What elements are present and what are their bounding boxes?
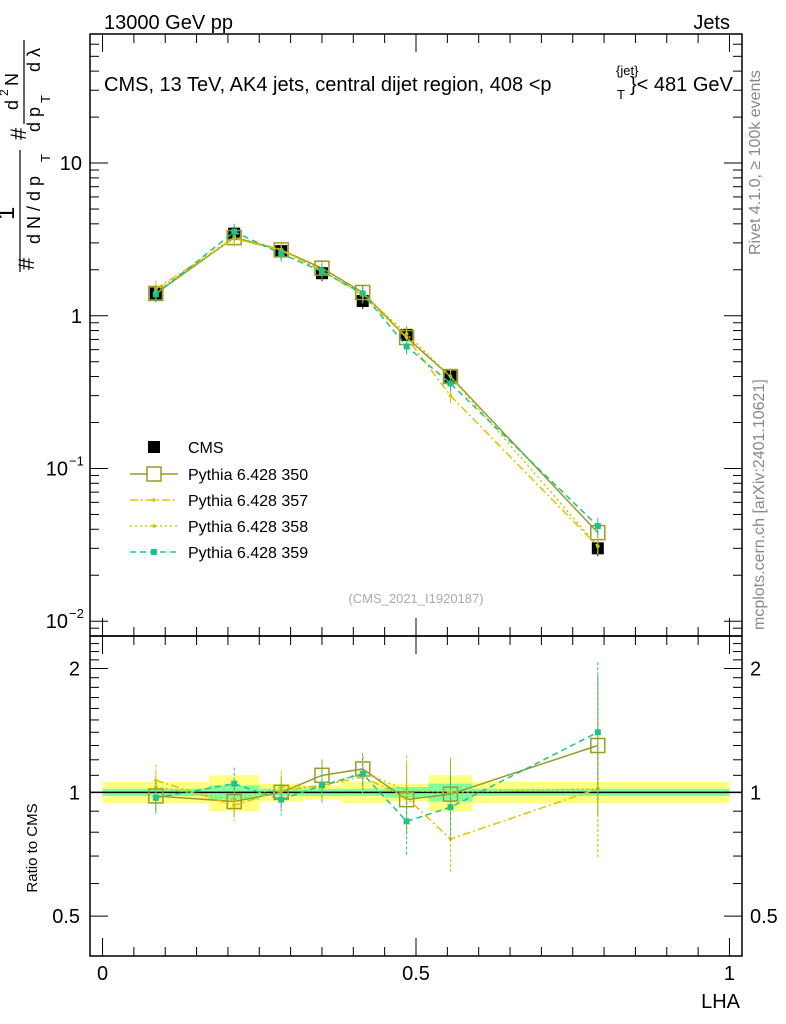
chart-title-main: CMS, 13 TeV, AK4 jets, central dijet reg… xyxy=(104,74,552,96)
svg-text:1: 1 xyxy=(0,207,20,220)
y-tick-exponent: −2 xyxy=(69,606,84,621)
ratio-point xyxy=(359,770,366,777)
ratio-ylabel: Ratio to CMS xyxy=(24,803,41,892)
y-tick-label: 0.5 xyxy=(750,906,778,928)
svg-text:2: 2 xyxy=(0,89,11,96)
svg-text:d N / d p: d N / d p xyxy=(24,176,44,244)
analysis-id: (CMS_2021_I1920187) xyxy=(348,591,483,606)
y-tick-label: 2 xyxy=(69,659,80,681)
svg-text:T: T xyxy=(38,95,53,103)
ratio-panel: 0 0.5 1 2 2 1 1 0.5 0.5 xyxy=(52,635,778,985)
svg-text:d p: d p xyxy=(24,107,44,132)
ratio-point xyxy=(318,782,325,789)
data-point xyxy=(318,268,325,275)
x-axis-label: LHA xyxy=(701,991,741,1013)
ratio-point xyxy=(154,778,158,783)
y-tick-label: 2 xyxy=(750,659,761,681)
ratio-point xyxy=(231,780,238,787)
x-tick-label: 0.5 xyxy=(402,963,430,985)
mcplots-credit: mcplots.cern.ch [arXiv:2401.10621] xyxy=(751,379,768,630)
title-subscript: T xyxy=(617,87,625,102)
legend-label: Pythia 6.428 357 xyxy=(188,493,308,510)
y-tick-label: 10 xyxy=(46,458,68,480)
legend-marker xyxy=(151,549,157,555)
main-ylabel: # d N / d p T 1 # d p T d λ d 2 N xyxy=(0,40,53,272)
svg-text:#: # xyxy=(14,257,39,270)
data-point xyxy=(596,544,600,548)
svg-text:T: T xyxy=(38,154,53,162)
legend-label: Pythia 6.428 350 xyxy=(188,467,308,484)
svg-text:N: N xyxy=(2,73,22,86)
legend-label: Pythia 6.428 359 xyxy=(188,545,308,562)
legend-marker xyxy=(146,466,162,482)
ratio-point xyxy=(404,788,409,793)
ratio-point xyxy=(279,785,284,789)
legend-label: Pythia 6.428 358 xyxy=(188,519,308,536)
svg-text:d λ: d λ xyxy=(24,48,44,72)
ratio-point xyxy=(447,804,454,811)
data-point xyxy=(448,393,453,398)
header-right: Jets xyxy=(693,12,730,34)
legend-marker xyxy=(152,524,156,528)
legend-marker xyxy=(148,441,160,453)
data-point xyxy=(231,228,238,235)
x-tick-label: 0 xyxy=(97,963,108,985)
y-tick-label: 1 xyxy=(71,306,82,328)
ratio-frame xyxy=(89,635,743,957)
legend-marker xyxy=(152,498,156,502)
legend-label: CMS xyxy=(188,440,224,457)
y-tick-label: 1 xyxy=(750,782,761,804)
y-tick-label: 10 xyxy=(46,611,68,633)
data-point xyxy=(152,291,159,298)
data-point xyxy=(403,343,410,350)
ratio-point xyxy=(278,796,285,803)
header-left: 13000 GeV pp xyxy=(104,12,233,34)
data-point xyxy=(594,523,601,530)
data-point xyxy=(278,250,285,257)
y-tick-label: 10 xyxy=(60,153,82,175)
rivet-version: Rivet 4.1.0, ≥ 100k events xyxy=(747,70,764,255)
y-tick-exponent: −1 xyxy=(69,453,84,468)
svg-text:d: d xyxy=(2,100,22,110)
x-tick-label: 1 xyxy=(724,963,735,985)
ratio-point xyxy=(442,786,459,802)
ratio-point xyxy=(403,818,410,825)
data-point xyxy=(404,332,409,336)
legend: CMS Pythia 6.428 350 Pythia 6.428 357 Pythi… xyxy=(130,440,308,562)
series-line xyxy=(155,236,599,534)
ratio-point xyxy=(594,729,601,736)
data-point xyxy=(359,290,366,297)
title-end: }< 481 GeV xyxy=(630,74,734,96)
y-tick-label: 0.5 xyxy=(52,906,80,928)
ratio-line xyxy=(155,776,599,840)
ratio-point xyxy=(232,797,236,802)
chart-title: CMS, 13 TeV, AK4 jets, central dijet reg… xyxy=(104,74,552,96)
title-superscript: {jet} xyxy=(616,63,639,78)
ratio-line xyxy=(155,731,599,823)
data-point xyxy=(447,380,454,387)
y-tick-label: 1 xyxy=(69,782,80,804)
ratio-point xyxy=(152,794,159,801)
svg-text:#: # xyxy=(6,127,31,140)
